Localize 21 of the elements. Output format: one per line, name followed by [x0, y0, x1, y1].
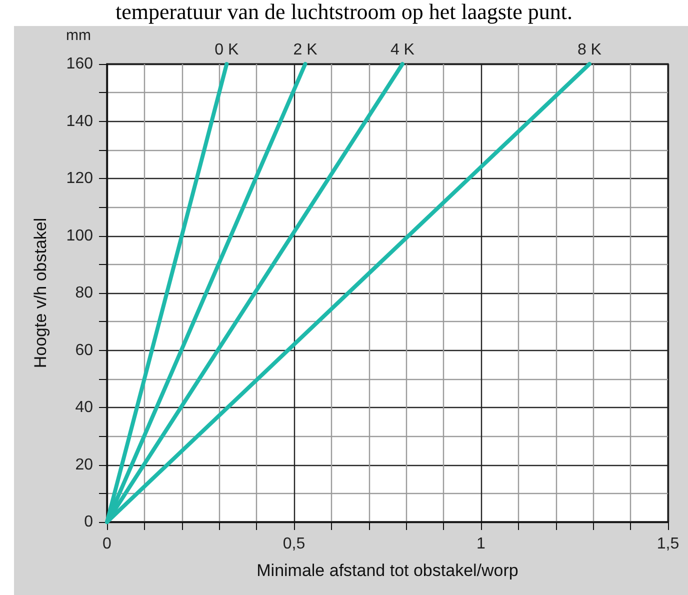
x-tick-label: 0 [102, 536, 112, 552]
chart-title: temperatuur van de luchtstroom op het laagste punt. [114, 0, 574, 24]
text: mm [66, 27, 91, 44]
y-tick-label: 80 [75, 284, 94, 302]
series-label: 8 K [577, 42, 602, 58]
x-axis-title: Minimale afstand tot obstakel/worp [256, 561, 518, 580]
series-label: 0 K [214, 42, 240, 58]
y-tick-label: 0 [84, 514, 94, 530]
series-label: 4 K [390, 42, 415, 58]
y-tick-label: 140 [66, 112, 94, 130]
y-tick-label: 40 [75, 399, 94, 416]
x-tick-label: 0,5 [282, 536, 306, 552]
y-tick-label: 120 [66, 170, 94, 187]
series-label: 2 K [293, 42, 318, 58]
y-axis-title: Hoogte v/h obstakel [31, 218, 50, 368]
x-tick-label: 1 [476, 536, 486, 552]
y-tick-label: 100 [66, 227, 94, 244]
y-tick-label: 60 [75, 342, 94, 359]
x-tick-label: 1,5 [656, 536, 680, 552]
y-tick-label: 20 [75, 456, 94, 474]
y-tick-label: 160 [66, 56, 94, 72]
